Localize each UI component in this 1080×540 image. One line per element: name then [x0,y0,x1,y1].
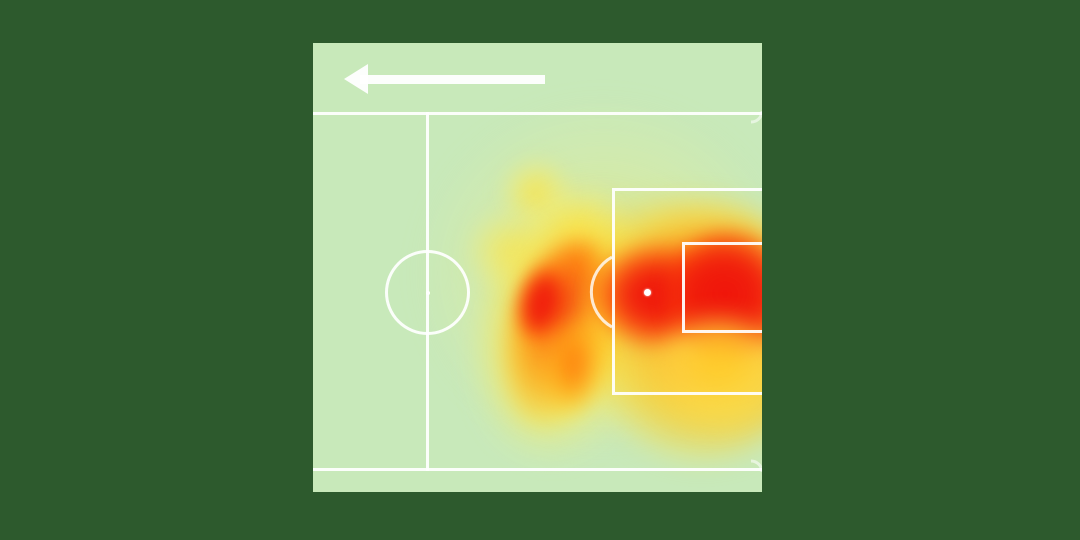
arrow-shaft [360,75,545,84]
football-pitch: Attacking direction: left [313,43,762,492]
attacking-direction-arrow: Attacking direction: left [330,64,545,94]
heat-blob-lower-goal-spill [653,319,762,435]
page-title: Player Positional Heatmap [0,21,1,22]
heat-layer [313,43,762,492]
arrow-label: Attacking direction: left [330,64,331,65]
